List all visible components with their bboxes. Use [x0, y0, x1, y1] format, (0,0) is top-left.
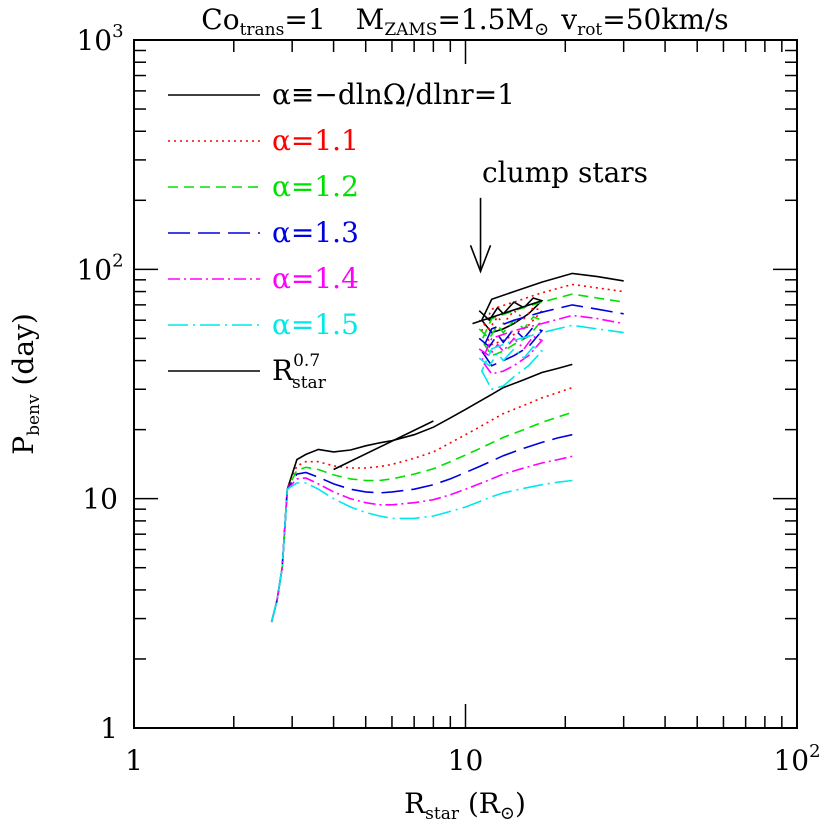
- y-tick-label-2: 102: [76, 250, 123, 286]
- y-axis-label-sub: benv: [24, 394, 44, 436]
- title-sun-symbol: ⊙: [534, 19, 549, 40]
- legend-label-power-law: R0.7 star: [272, 351, 327, 393]
- series-5-rgb-line: [270, 455, 573, 623]
- power-law-segment-1: [333, 420, 434, 471]
- title-co-value: =1: [284, 3, 325, 36]
- legend-label-5: α=1.4: [272, 262, 359, 295]
- y-axis-label-main: P: [7, 436, 40, 455]
- title-m: M: [356, 3, 385, 36]
- power-law-segment-2: [472, 299, 543, 325]
- legend: α≡−dlnΩ/dlnr=1 α=1.1 α=1.2 α=1.3 α=1.4 α=1.5 R…: [168, 78, 515, 393]
- y-tick-label-0: 1: [100, 712, 118, 745]
- series-4-clump-line: [478, 304, 624, 367]
- series-3-rgb-line: [270, 411, 573, 623]
- title-m-sub: ZAMS: [384, 20, 437, 40]
- y-axis-label-unit: (day): [7, 313, 40, 394]
- legend-label-6: α=1.5: [272, 308, 359, 341]
- x-tick-label-2: 102: [773, 741, 820, 777]
- series-6-rgb-line: [270, 479, 573, 623]
- title-co-sub: trans: [240, 20, 285, 40]
- y-axis-label: Pbenv (day): [7, 313, 44, 455]
- series-6-clump-line: [478, 324, 624, 391]
- y-tick-label-3: 103: [76, 21, 123, 57]
- annotation-arrow: [469, 197, 492, 274]
- title-m-value: =1.5M: [437, 3, 534, 36]
- title-v-sub: rot: [577, 20, 602, 40]
- legend-label-3: α=1.2: [272, 170, 359, 203]
- legend-label-2: α=1.1: [272, 124, 359, 157]
- x-axis-label-sub: star: [425, 804, 460, 824]
- x-axis-label-sun: ⊙: [500, 803, 515, 824]
- annotation-clump-stars: clump stars: [482, 156, 648, 189]
- series-4-rgb-line: [270, 433, 573, 623]
- series-layer: [270, 272, 624, 623]
- series-2-clump-line: [478, 283, 624, 346]
- series-1-rgb-line: [270, 363, 573, 623]
- x-axis-label-close: ): [515, 787, 526, 820]
- series-5-clump-line: [478, 314, 624, 375]
- x-tick-label-0: 1: [125, 744, 143, 777]
- series-2-rgb-line: [270, 386, 573, 623]
- title-v: v: [560, 3, 577, 36]
- title-co: Co: [201, 3, 239, 36]
- plot-frame: [133, 39, 798, 729]
- y-tick-label-1: 10: [82, 483, 118, 516]
- tick-labels: 1 10 102 1 10 102 103: [76, 21, 820, 777]
- x-axis-label-unit: (R: [459, 787, 501, 820]
- legend-label-4: α=1.3: [272, 216, 359, 249]
- arrow-head: [469, 245, 492, 274]
- title-v-value: =50km/s: [602, 3, 728, 36]
- series-1-clump-line: [478, 272, 624, 334]
- x-axis-label: Rstar (R⊙): [404, 787, 526, 824]
- axes-layer: [134, 40, 797, 728]
- legend-label-1: α≡−dlnΩ/dlnr=1: [272, 78, 515, 111]
- x-tick-label-1: 10: [448, 744, 484, 777]
- x-axis-label-main: R: [404, 787, 426, 820]
- chart-title: Cotrans=1 MZAMS=1.5M⊙ vrot=50km/s: [201, 3, 728, 40]
- series-3-clump-line: [478, 293, 624, 357]
